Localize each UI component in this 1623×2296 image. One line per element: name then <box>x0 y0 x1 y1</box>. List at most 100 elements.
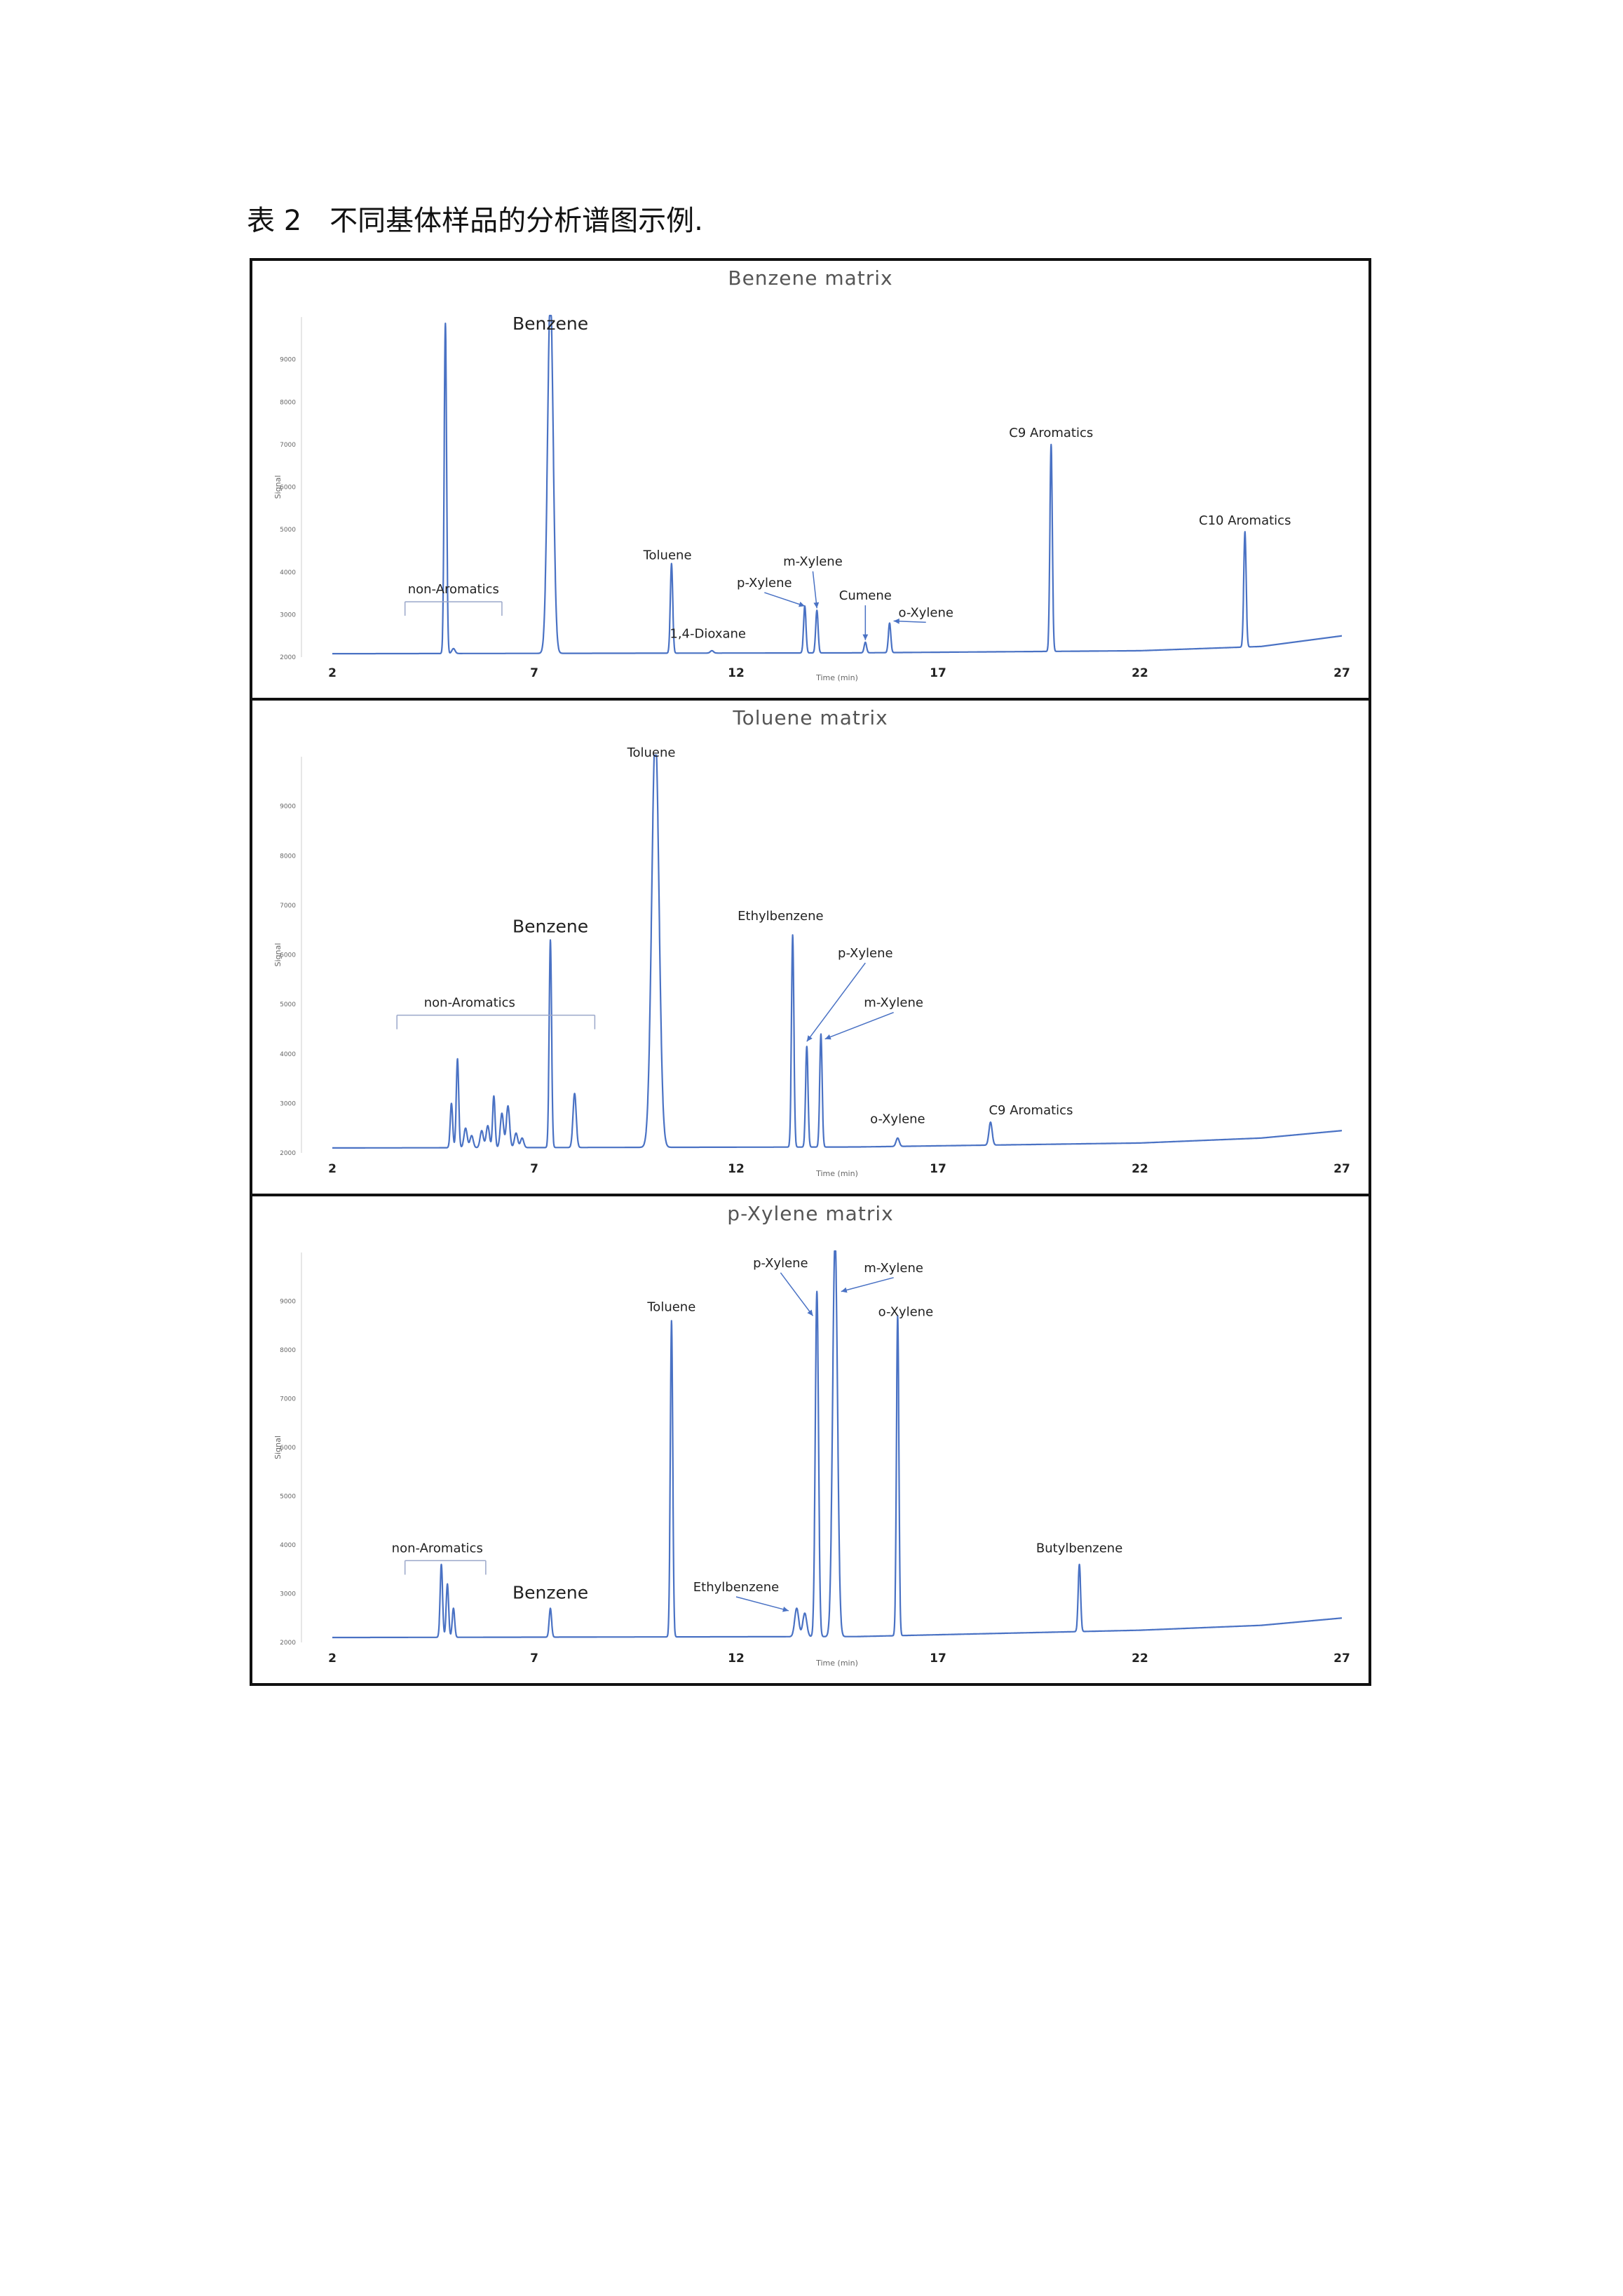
peak-label: o-Xylene <box>878 1304 934 1319</box>
x-tick-label: 22 <box>1132 1162 1148 1176</box>
y-tick-label: 9000 <box>280 804 296 811</box>
chart-toluene-matrix: Toluene matrix 2000 3000 4000 5000 6000 7000 80… <box>273 706 1350 1178</box>
x-tick-label: 12 <box>728 1652 745 1666</box>
peak-label: p-Xylene <box>838 946 893 961</box>
y-tick-label: 6000 <box>280 952 296 959</box>
x-tick-label: 27 <box>1333 1652 1350 1666</box>
x-tick-label: 17 <box>930 1162 946 1176</box>
chromatogram-trace <box>332 314 1343 655</box>
y-axis-label: Signal <box>273 1436 283 1459</box>
x-tick-label: 2 <box>328 666 337 680</box>
peak-label: Cumene <box>839 588 892 603</box>
y-tick-label: 3000 <box>280 1591 296 1598</box>
peak-label: Benzene <box>512 1582 588 1602</box>
chart-panel-p-xylene-matrix: p-Xylene matrix 2000 3000 4000 5000 6000 7000 8… <box>252 1196 1369 1683</box>
chart-title: p-Xylene matrix <box>727 1202 893 1225</box>
peak-label: Benzene <box>512 313 588 334</box>
peak-label: 1,4-Dioxane <box>670 627 746 642</box>
peak-label: non-Aromatics <box>408 582 499 597</box>
x-axis-label: Time (min) <box>815 1169 858 1178</box>
peak-label: C9 Aromatics <box>1009 426 1093 440</box>
peak-label: non-Aromatics <box>424 996 515 1011</box>
y-tick-label: 4000 <box>280 1542 296 1549</box>
y-tick-label: 5000 <box>280 1494 296 1501</box>
peak-label: Toluene <box>646 1299 695 1314</box>
x-tick-label: 12 <box>728 1162 745 1176</box>
peak-label: o-Xylene <box>870 1112 925 1127</box>
x-tick-label: 17 <box>930 1652 946 1666</box>
chart-panel-benzene-matrix: Benzene matrix 2000 3000 4000 5000 6000 7000 80… <box>252 261 1369 698</box>
annotation-arrow-head <box>807 1309 813 1316</box>
annotation-arrow-head <box>813 602 820 609</box>
annotation-arrow-head <box>806 1035 813 1042</box>
peak-label: m-Xylene <box>864 996 923 1011</box>
peak-label: o-Xylene <box>898 605 953 620</box>
panel-divider <box>252 698 1369 701</box>
x-axis-label: Time (min) <box>815 1659 858 1668</box>
y-tick-label: 3000 <box>280 612 296 619</box>
y-tick-label: 7000 <box>280 1396 296 1403</box>
annotation-arrow-line <box>812 571 817 609</box>
figure-caption: 表 2 不同基体样品的分析谱图示例. <box>247 205 703 237</box>
peak-label: C10 Aromatics <box>1199 513 1291 528</box>
annotation-arrow-line <box>841 1277 894 1292</box>
y-tick-label: 7000 <box>280 903 296 910</box>
y-tick-label: 4000 <box>280 569 296 576</box>
x-axis-label: Time (min) <box>815 673 858 682</box>
peak-label: Ethylbenzene <box>693 1580 779 1595</box>
peak-label: non-Aromatics <box>392 1541 483 1555</box>
chromatogram-trace <box>332 754 1343 1149</box>
peak-label: C9 Aromatics <box>989 1103 1073 1118</box>
chart-title: Benzene matrix <box>728 266 892 290</box>
y-tick-label: 2000 <box>280 1150 296 1157</box>
peak-label: Toluene <box>627 745 676 760</box>
peak-label: p-Xylene <box>753 1256 808 1271</box>
y-tick-label: 2000 <box>280 654 296 661</box>
x-tick-label: 27 <box>1333 1162 1350 1176</box>
x-tick-label: 2 <box>328 1652 337 1666</box>
annotation-arrow-line <box>764 592 806 607</box>
x-tick-label: 2 <box>328 1162 337 1176</box>
x-tick-label: 7 <box>530 666 538 680</box>
x-tick-label: 7 <box>530 1162 538 1176</box>
annotation-arrow-head <box>798 601 805 607</box>
y-tick-label: 2000 <box>280 1640 296 1647</box>
annotation-arrow-head <box>782 1606 789 1612</box>
peak-label: p-Xylene <box>737 576 792 590</box>
figure-frame: Benzene matrix 2000 3000 4000 5000 6000 7000 80… <box>250 258 1371 1686</box>
annotation-arrow-line <box>824 1011 894 1040</box>
y-tick-label: 6000 <box>280 1445 296 1452</box>
x-tick-label: 12 <box>728 666 745 680</box>
y-tick-label: 8000 <box>280 1347 296 1354</box>
x-tick-label: 27 <box>1333 666 1350 680</box>
y-tick-label: 4000 <box>280 1051 296 1058</box>
y-tick-label: 5000 <box>280 527 296 534</box>
peak-label: Ethylbenzene <box>738 909 823 924</box>
peak-label: Toluene <box>643 548 692 563</box>
annotation-arrow-line <box>780 1272 814 1316</box>
annotation-arrow-head <box>893 618 899 624</box>
y-tick-label: 3000 <box>280 1100 296 1107</box>
chart-panel-toluene-matrix: Toluene matrix 2000 3000 4000 5000 6000 7000 80… <box>252 701 1369 1194</box>
y-tick-label: 6000 <box>280 485 296 492</box>
x-tick-label: 7 <box>530 1652 538 1666</box>
chart-benzene-matrix: Benzene matrix 2000 3000 4000 5000 6000 7000 80… <box>273 266 1350 682</box>
peak-label: Butylbenzene <box>1036 1541 1122 1555</box>
y-tick-label: 8000 <box>280 399 296 406</box>
y-tick-label: 5000 <box>280 1001 296 1008</box>
chart-title: Toluene matrix <box>732 706 888 729</box>
annotation-arrow-line <box>735 1596 789 1612</box>
y-axis-label: Signal <box>273 475 283 499</box>
chromatogram-trace <box>332 1250 1343 1639</box>
y-axis-label: Signal <box>273 943 283 967</box>
x-tick-label: 17 <box>930 666 946 680</box>
y-tick-label: 9000 <box>280 357 296 364</box>
y-tick-label: 8000 <box>280 853 296 860</box>
annotation-arrow-head <box>824 1034 831 1040</box>
y-tick-label: 9000 <box>280 1299 296 1306</box>
chart-p-xylene-matrix: p-Xylene matrix 2000 3000 4000 5000 6000 7000 8… <box>273 1202 1350 1668</box>
x-tick-label: 22 <box>1132 666 1148 680</box>
annotation-arrow-head <box>841 1287 848 1293</box>
x-tick-label: 22 <box>1132 1652 1148 1666</box>
annotation-arrow-line <box>806 962 866 1042</box>
